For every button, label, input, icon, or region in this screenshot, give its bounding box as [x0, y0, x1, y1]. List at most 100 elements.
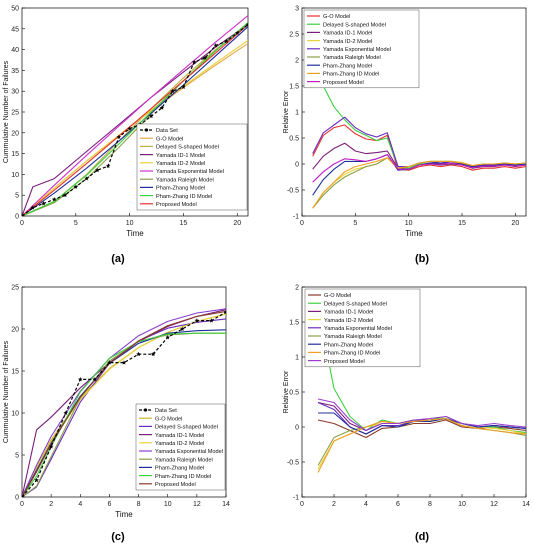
legend-label: Yamada ID-1 Model: [324, 310, 373, 316]
x-axis-label: Time: [405, 229, 423, 238]
y-tick-label: 1: [295, 110, 299, 117]
panel-label: (c): [111, 531, 125, 543]
y-tick-label: 0: [15, 495, 19, 502]
legend-label: G-O Model: [324, 293, 351, 299]
series-line-g-o-model: [312, 124, 526, 171]
series-group: [317, 307, 526, 473]
data-point-marker: [180, 326, 185, 331]
legend-label: G-O Model: [323, 14, 350, 20]
y-tick-label: 1.5: [289, 320, 299, 327]
x-tick-label: 2: [49, 501, 53, 508]
legend-label: Yamada ID-1 Model: [323, 31, 372, 37]
y-tick-label: 2: [295, 285, 299, 292]
x-tick-label: 0: [300, 501, 304, 508]
y-tick-label: 35: [11, 68, 19, 75]
legend-label: Yamada ID-2 Model: [155, 441, 204, 447]
legend-label: Yamada ID-2 Model: [156, 161, 205, 167]
x-tick-label: 4: [364, 501, 368, 508]
data-point-marker: [116, 134, 122, 139]
x-axis-label: Time: [126, 229, 144, 238]
y-tick-label: 5: [15, 453, 19, 460]
legend-label: Proposed Model: [323, 80, 364, 86]
legend: Data Set G-O Model Delayed S-shaped Model Y…: [135, 403, 226, 491]
data-point-marker: [41, 201, 46, 206]
data-point-marker: [159, 105, 165, 110]
data-point-marker: [181, 84, 186, 89]
legend-label: Yamada Exponential Model: [323, 47, 391, 53]
x-tick-label: 12: [490, 501, 498, 508]
panel-label: (a): [111, 253, 125, 265]
data-point-marker: [209, 318, 214, 323]
series-line-pham-zhang-id-model: [22, 332, 226, 497]
data-point-marker: [194, 318, 200, 323]
series-line-proposed-model: [22, 24, 248, 216]
data-point-marker: [84, 176, 89, 181]
data-point-marker: [191, 59, 197, 64]
series-line-pham-zhang-id-model: [317, 418, 526, 473]
data-point-marker: [213, 43, 218, 48]
data-point-marker: [245, 22, 248, 27]
y-tick-label: 20: [11, 327, 19, 334]
y-tick-label: -0.5: [287, 460, 299, 467]
y-tick-label: 30: [11, 89, 19, 96]
x-tick-label: 0: [20, 501, 24, 508]
x-tick-label: 8: [137, 501, 141, 508]
y-tick-label: 25: [11, 110, 19, 117]
y-tick-label: 45: [11, 26, 19, 33]
x-tick-label: 10: [405, 220, 413, 227]
legend-marker: [144, 128, 149, 132]
x-tick-label: 8: [428, 501, 432, 508]
y-tick-label: -1: [293, 495, 299, 502]
data-point-marker: [170, 88, 175, 94]
legend-label: G-O Model: [156, 136, 183, 142]
legend-label: Yamada Raleigh Model: [324, 334, 382, 340]
y-tick-label: 40: [11, 47, 19, 54]
y-tick-label: 1: [295, 355, 299, 362]
legend-label: Pham-Zhang ID Model: [324, 351, 380, 357]
series-line-proposed-model: [312, 154, 526, 183]
series-line-data-set: [22, 24, 248, 216]
x-tick-label: 14: [222, 501, 230, 508]
series-group: [22, 15, 248, 216]
data-point-marker: [224, 38, 229, 44]
data-point-marker: [22, 494, 25, 497]
legend-label: Yamada Exponential Model: [155, 449, 223, 455]
x-tick-label: 4: [78, 501, 82, 508]
data-point-marker: [148, 113, 154, 119]
data-point-marker: [30, 205, 35, 210]
x-axis-label: Time: [115, 510, 133, 519]
chart-panel-b: 0 5 10 15 20 -1 -0.5 0 0.5 1 1.5 2 2.5 3 Time Relative …: [283, 6, 527, 265]
legend-marker: [143, 408, 148, 412]
legend-label: Pham-Zhang Model: [324, 342, 373, 348]
x-tick-label: 15: [180, 220, 188, 227]
data-point-marker: [92, 377, 98, 382]
legend-label: Data Set: [155, 408, 177, 414]
x-tick-label: 10: [164, 501, 172, 508]
data-point-marker: [73, 184, 79, 189]
y-tick-label: 3: [295, 6, 299, 13]
legend-label: Pham-Zhang Model: [155, 466, 204, 472]
legend-label: Delayed S-shaped Model: [323, 22, 386, 28]
y-axis-label: Relative Error: [283, 370, 290, 413]
data-point-marker: [121, 360, 127, 365]
x-tick-label: 14: [522, 501, 530, 508]
x-tick-label: 6: [396, 501, 400, 508]
x-tick-label: 10: [458, 501, 466, 508]
y-tick-label: -0.5: [287, 188, 299, 195]
series-line-pham-zhang-id-model: [312, 157, 526, 209]
legend-label: Data Set: [156, 128, 178, 134]
legend-box: [304, 288, 421, 368]
data-point-marker: [107, 360, 112, 365]
legend-label: Yamada Raleigh Model: [156, 177, 214, 183]
data-point-marker: [34, 477, 39, 483]
x-tick-label: 0: [20, 220, 24, 227]
x-tick-label: 20: [233, 220, 241, 227]
legend-label: Proposed Model: [155, 482, 196, 488]
y-tick-label: 5: [15, 193, 19, 200]
legend-label: Yamada Exponential Model: [156, 169, 224, 175]
data-point-marker: [105, 163, 111, 168]
legend-label: Yamada ID-1 Model: [156, 153, 205, 159]
legend-box: [303, 9, 420, 89]
chart-panel-c: 0 2 4 6 8 10 12 14 0 5 10 15 20 25 Time Cummulative Num…: [3, 285, 230, 544]
